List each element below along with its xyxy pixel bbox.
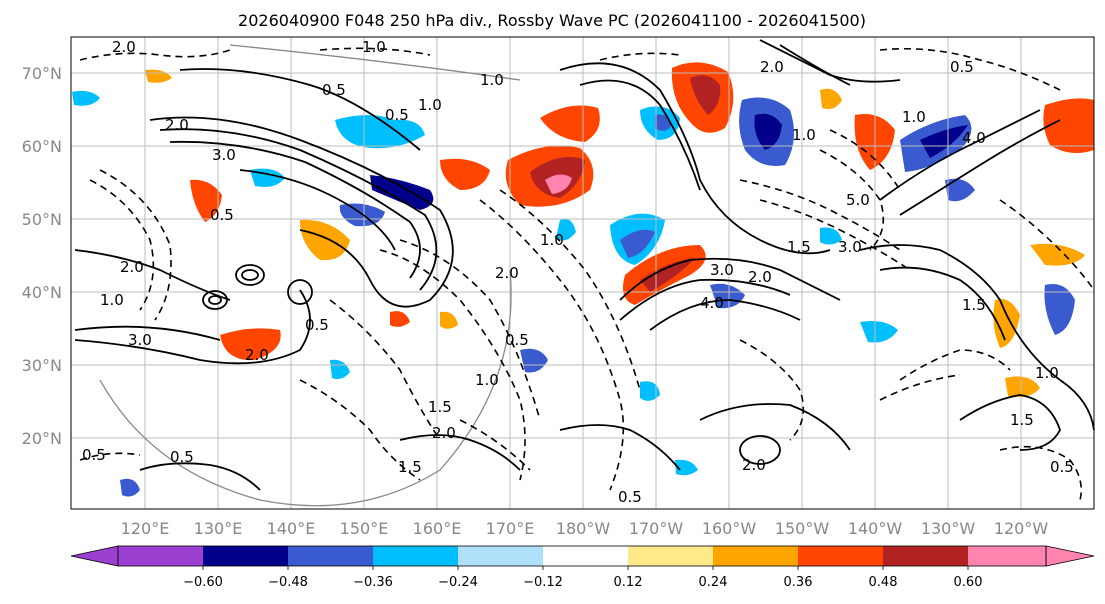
latitude-labels: 70°N 60°N 50°N 40°N 30°N 20°N [22,64,62,448]
contour-label: 0.5 [322,81,346,99]
colorbar-tick: −0.36 [353,575,393,590]
lon-label: 130°E [194,519,243,538]
dashed-contours [79,47,1095,501]
lat-label: 40°N [22,283,62,302]
contour-label: 0.5 [82,446,106,464]
lat-label: 30°N [22,356,62,375]
colorbar-bin [798,546,883,566]
contour-label: 1.0 [480,71,504,89]
coastline-outline [99,44,521,507]
colorbar-extend-min [70,545,119,567]
contour-label: 0.5 [1050,458,1074,476]
lat-label: 50°N [22,210,62,229]
colorbar-bin [118,546,203,566]
contour-label: 4.0 [700,294,724,312]
contour-label: 2.0 [120,258,144,276]
colorbar-tick: −0.12 [523,575,563,590]
contour-label: 2.0 [760,58,784,76]
divergence-shading [72,62,1094,497]
contour-label: 2.0 [112,38,136,56]
contour-label: 1.0 [792,126,816,144]
lon-label: 150°W [775,519,830,538]
colorbar-bin [713,546,798,566]
contour-label: 0.5 [950,58,974,76]
contour-label: 1.5 [787,238,811,256]
colorbar-tick: 0.48 [869,575,898,590]
colorbar: −0.60 −0.48 −0.36 −0.24 −0.12 0.12 0.24 … [70,545,1095,590]
lon-label: 130°W [921,519,976,538]
colorbar-tick: 0.36 [784,575,813,590]
colorbar-tick: 0.12 [614,575,643,590]
colorbar-tick: 0.60 [954,575,983,590]
contour-label: 2.0 [742,456,766,474]
lon-label: 140°W [848,519,903,538]
contour-label: 3.0 [212,146,236,164]
contour-label: 2.0 [748,268,772,286]
contour-label: 1.0 [902,108,926,126]
contour-label: 5.0 [846,191,870,209]
contour-label: 1.5 [398,458,422,476]
longitude-labels: 120°E 130°E 140°E 150°E 160°E 170°E 180°… [121,519,1049,538]
contour-label: 1.0 [362,38,386,56]
contour-label: 1.5 [962,296,986,314]
colorbar-bin [288,546,373,566]
lon-label: 160°W [702,519,757,538]
lat-label: 70°N [22,64,62,83]
colorbar-bin [968,546,1046,566]
contour-label: 1.5 [428,398,452,416]
contour-label: 0.5 [170,448,194,466]
colorbar-bin [628,546,713,566]
contour-label: 3.0 [838,238,862,256]
colorbar-tick: −0.60 [183,575,223,590]
solid-contours [74,39,1095,491]
contour-label: 3.0 [128,331,152,349]
colorbar-tick-marks [202,566,969,570]
lon-label: 170°W [629,519,684,538]
contour-label: 1.0 [100,291,124,309]
contour-label: 3.0 [710,261,734,279]
contour-label: 1.5 [1010,411,1034,429]
contour-label: 1.0 [540,231,564,249]
lon-label: 120°E [121,519,170,538]
colorbar-tick: −0.24 [438,575,478,590]
contour-label: 1.0 [418,96,442,114]
contour-label: 2.0 [495,264,519,282]
colorbar-bin [458,546,543,566]
lon-label: 180°W [556,519,611,538]
lon-label: 140°E [267,519,316,538]
colorbar-tick: −0.48 [268,575,308,590]
colorbar-bin [883,546,968,566]
contour-label: 1.0 [1035,364,1059,382]
contour-label: 2.0 [245,346,269,364]
contour-label: 0.5 [618,488,642,506]
contour-label: 2.0 [432,424,456,442]
lon-label: 150°E [340,519,389,538]
colorbar-ticks: −0.60 −0.48 −0.36 −0.24 −0.12 0.12 0.24 … [183,575,982,590]
colorbar-bin [373,546,458,566]
lon-label: 160°E [413,519,462,538]
colorbar-extend-max [1045,545,1095,567]
contour-label: 0.5 [305,316,329,334]
colorbar-bin [203,546,288,566]
contour-label: 0.5 [210,206,234,224]
contour-label: 2.0 [165,116,189,134]
contour-label: 0.5 [505,331,529,349]
contour-label: 0.5 [385,106,409,124]
contour-label: 4.0 [962,129,986,147]
colorbar-bin [543,546,628,566]
map-panel: 2.0 1.0 0.5 0.5 1.0 1.0 2.0 3.0 0.5 2.0 … [70,36,1095,510]
colorbar-tick: 0.24 [699,575,728,590]
figure-title: 2026040900 F048 250 hPa div., Rossby Wav… [238,11,866,30]
contour-label: 1.0 [475,371,499,389]
lat-label: 60°N [22,137,62,156]
lon-label: 170°E [486,519,535,538]
contour-labels: 2.0 1.0 0.5 0.5 1.0 1.0 2.0 3.0 0.5 2.0 … [82,38,1074,506]
lat-label: 20°N [22,429,62,448]
lon-label: 120°W [994,519,1049,538]
